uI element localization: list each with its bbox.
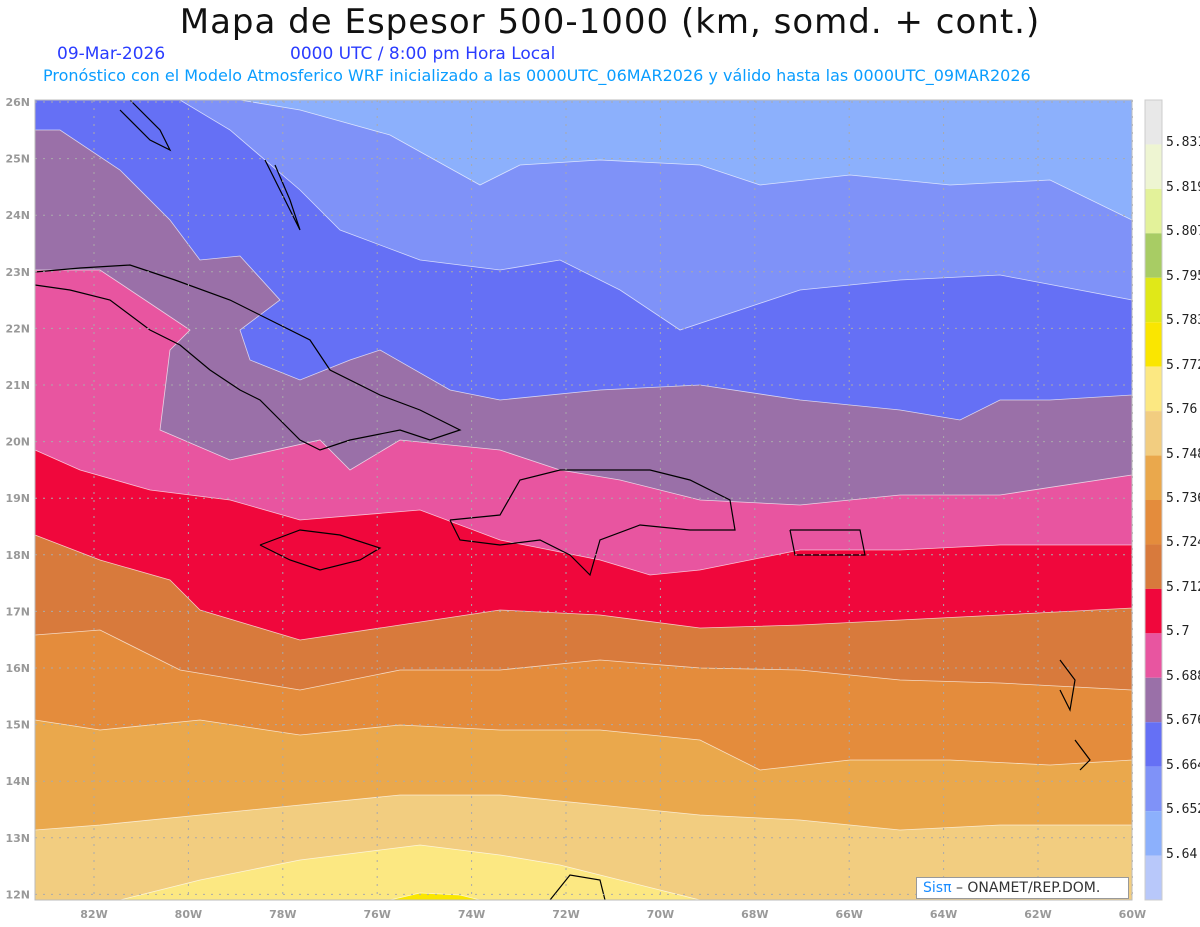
colorbar-swatch bbox=[1145, 277, 1162, 323]
colorbar-label: 5.748 bbox=[1166, 446, 1200, 462]
forecast-date: 09-Mar-2026 bbox=[57, 44, 166, 64]
lat-tick-label: 25N bbox=[5, 153, 30, 166]
colorbar-swatch bbox=[1145, 233, 1162, 278]
colorbar-label: 5.76 bbox=[1166, 402, 1198, 418]
colorbar bbox=[1144, 99, 1163, 901]
lat-tick-label: 26N bbox=[5, 96, 30, 109]
lat-tick-label: 21N bbox=[5, 379, 30, 392]
lat-tick-label: 23N bbox=[5, 266, 30, 279]
thickness-band bbox=[119, 844, 701, 901]
credit-box: Sisπ – ONAMET/REP.DOM. bbox=[916, 877, 1129, 899]
colorbar-swatch bbox=[1145, 811, 1162, 856]
map-frame bbox=[34, 99, 1133, 901]
coastline bbox=[264, 159, 301, 231]
colorbar-label: 5.772 bbox=[1166, 357, 1200, 373]
forecast-time: 0000 UTC / 8:00 pm Hora Local bbox=[290, 44, 556, 64]
colorbar-swatch bbox=[1145, 633, 1162, 678]
colorbar-swatch bbox=[1145, 188, 1162, 234]
lon-tick-label: 70W bbox=[647, 908, 674, 921]
model-description: Pronóstico con el Modelo Atmosferico WRF… bbox=[43, 66, 1031, 85]
lat-tick-label: 24N bbox=[5, 209, 30, 222]
lon-tick-label: 82W bbox=[80, 908, 107, 921]
colorbar-label: 5.64 bbox=[1166, 846, 1198, 862]
lat-tick-label: 19N bbox=[5, 492, 30, 505]
colorbar-swatch bbox=[1145, 322, 1162, 367]
colorbar-swatch bbox=[1145, 677, 1162, 723]
colorbar-label: 5.819 bbox=[1166, 179, 1200, 195]
lon-tick-label: 64W bbox=[930, 908, 957, 921]
colorbar-label: 5.676 bbox=[1166, 713, 1200, 729]
coastline bbox=[34, 264, 462, 451]
lon-tick-label: 72W bbox=[552, 908, 579, 921]
lat-tick-label: 22N bbox=[5, 322, 30, 335]
lon-tick-label: 80W bbox=[175, 908, 202, 921]
colorbar-swatch bbox=[1145, 411, 1162, 456]
coastline bbox=[1074, 739, 1091, 771]
colorbar-label: 5.664 bbox=[1166, 757, 1200, 773]
coastline bbox=[259, 529, 382, 571]
colorbar-label: 5.724 bbox=[1166, 535, 1200, 551]
coastlines bbox=[34, 99, 1091, 901]
coastline bbox=[119, 99, 172, 152]
colorbar-swatch bbox=[1145, 588, 1162, 634]
map-title: Mapa de Espesor 500-1000 (km, somd. + co… bbox=[179, 2, 1041, 42]
lon-tick-label: 68W bbox=[741, 908, 768, 921]
colorbar-swatch bbox=[1145, 544, 1162, 589]
colorbar-label: 5.783 bbox=[1166, 313, 1200, 329]
colorbar-swatch bbox=[1145, 500, 1162, 545]
coastline bbox=[449, 469, 736, 577]
gridlines bbox=[35, 100, 1133, 900]
colorbar-label: 5.795 bbox=[1166, 268, 1200, 284]
colorbar-label: 5.712 bbox=[1166, 579, 1200, 595]
lon-tick-label: 60W bbox=[1119, 908, 1146, 921]
lon-tick-label: 74W bbox=[458, 908, 485, 921]
lat-tick-label: 12N bbox=[5, 888, 30, 901]
credit-text: – ONAMET/REP.DOM. bbox=[951, 880, 1101, 896]
colorbar-label: 5.7 bbox=[1166, 624, 1190, 640]
colorbar-label: 5.807 bbox=[1166, 224, 1200, 240]
lon-tick-label: 76W bbox=[363, 908, 390, 921]
colorbar-swatch bbox=[1145, 100, 1162, 145]
lat-tick-label: 13N bbox=[5, 832, 30, 845]
lat-tick-label: 16N bbox=[5, 662, 30, 675]
colorbar-label: 5.736 bbox=[1166, 491, 1200, 506]
colorbar-label: 5.688 bbox=[1166, 668, 1200, 684]
lon-tick-label: 78W bbox=[269, 908, 296, 921]
lat-tick-label: 15N bbox=[5, 719, 30, 732]
coastline bbox=[789, 529, 866, 556]
lat-tick-label: 20N bbox=[5, 436, 30, 449]
lon-tick-label: 62W bbox=[1024, 908, 1051, 921]
colorbar-swatch bbox=[1145, 455, 1162, 500]
colorbar-swatch bbox=[1145, 766, 1162, 812]
colorbar-swatch bbox=[1145, 366, 1162, 412]
colorbar-swatch bbox=[1145, 722, 1162, 767]
colorbar-swatch bbox=[1145, 855, 1162, 900]
coastline bbox=[549, 874, 606, 901]
lon-tick-label: 66W bbox=[835, 908, 862, 921]
coastline bbox=[1059, 659, 1076, 712]
colorbar-label: 5.831 bbox=[1166, 135, 1200, 151]
lat-tick-label: 17N bbox=[5, 605, 30, 618]
sispi-logo: Sisπ bbox=[923, 880, 952, 896]
lat-tick-label: 14N bbox=[5, 775, 30, 788]
colorbar-swatch bbox=[1145, 144, 1162, 189]
lat-tick-label: 18N bbox=[5, 549, 30, 562]
colorbar-label: 5.652 bbox=[1166, 802, 1200, 818]
thickness-bands bbox=[34, 99, 1133, 901]
